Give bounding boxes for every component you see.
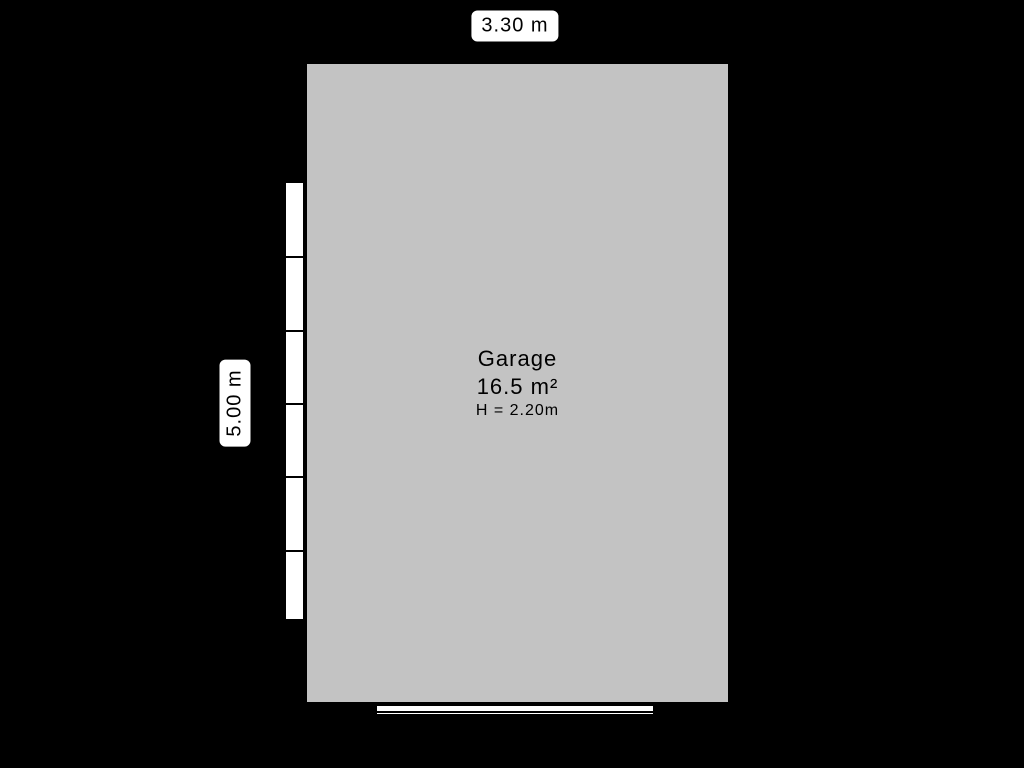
room-label-block: Garage 16.5 m² H = 2.20m xyxy=(476,346,559,420)
shelving-rung xyxy=(286,476,303,478)
garage-room: Garage 16.5 m² H = 2.20m xyxy=(305,62,730,704)
room-height: H = 2.20m xyxy=(476,402,559,420)
room-area: 16.5 m² xyxy=(476,374,559,400)
dimension-width-text: 3.30 m xyxy=(481,15,548,37)
dimension-width-badge: 3.30 m xyxy=(471,11,558,42)
room-name: Garage xyxy=(476,346,559,372)
shelving-rung xyxy=(286,403,303,405)
floorplan-canvas: Garage 16.5 m² H = 2.20m 3.30 m 5.00 m xyxy=(0,0,1024,768)
shelving-feature xyxy=(284,181,305,621)
door-threshold-inner-line xyxy=(377,711,653,713)
dimension-height-badge: 5.00 m xyxy=(220,359,251,446)
shelving-rung xyxy=(286,330,303,332)
shelving-rung xyxy=(286,256,303,258)
door-threshold xyxy=(375,704,655,716)
shelving-rung xyxy=(286,550,303,552)
dimension-height-text: 5.00 m xyxy=(224,369,246,436)
